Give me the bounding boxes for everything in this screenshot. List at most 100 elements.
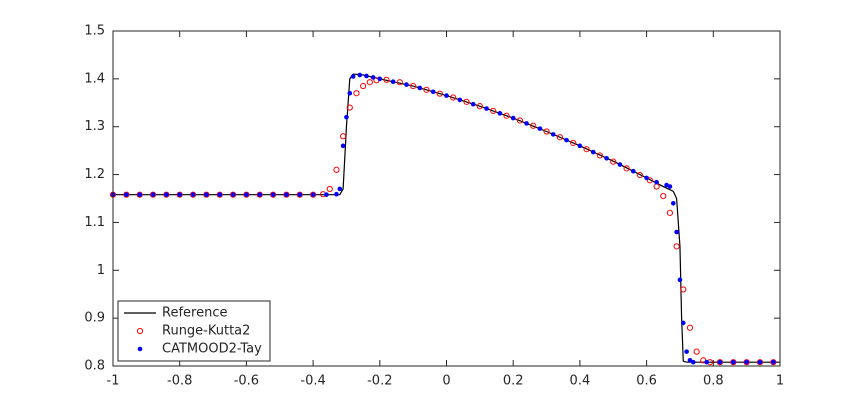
series-point <box>229 191 237 198</box>
series-point <box>270 192 276 197</box>
series-point <box>297 192 303 197</box>
series-point <box>366 79 373 86</box>
series-point <box>660 193 667 200</box>
series-point <box>680 320 686 326</box>
series-point <box>677 277 683 283</box>
series-point <box>654 179 659 185</box>
series-point <box>497 111 503 116</box>
series-point <box>524 121 529 126</box>
series-point <box>377 76 383 82</box>
series-point <box>666 209 674 216</box>
series-line <box>113 73 780 363</box>
y-tick-label: 1.2 <box>84 167 105 182</box>
series-point <box>756 359 764 366</box>
legend-box <box>117 300 271 362</box>
series-point <box>490 107 497 115</box>
x-tick-label: 0 <box>442 374 450 389</box>
series-point <box>590 149 596 155</box>
series-point <box>577 143 583 149</box>
series-point <box>324 192 329 197</box>
series-point <box>124 192 129 197</box>
y-tick-label: 1.3 <box>84 119 105 134</box>
series-point <box>757 359 763 365</box>
series-point <box>417 85 423 91</box>
legend-label: CATMOOD2-Tay <box>162 342 262 357</box>
y-tick-label: 1 <box>97 263 105 278</box>
y-tick-label: 1.4 <box>84 71 105 86</box>
series-point <box>537 126 543 131</box>
series-point <box>636 171 644 179</box>
series-point <box>463 98 470 105</box>
y-tick-label: 1.5 <box>84 24 105 39</box>
series-point <box>189 191 197 198</box>
series-point <box>176 191 183 198</box>
series-point <box>743 359 750 366</box>
series-point <box>344 114 349 120</box>
series-point <box>716 359 724 366</box>
series-point <box>350 74 356 79</box>
series-point <box>543 128 550 135</box>
x-tick-label: 0.4 <box>570 374 591 389</box>
x-tick-label: -0.8 <box>167 374 192 389</box>
series-point <box>604 156 609 161</box>
series-point <box>390 79 396 85</box>
legend-label: Runge-Kutta2 <box>162 324 250 339</box>
series-point <box>337 186 343 192</box>
series-point <box>690 359 696 365</box>
series-point <box>269 191 277 198</box>
series-point <box>150 192 156 197</box>
series-point <box>644 175 649 181</box>
series-point <box>296 191 303 198</box>
series-point <box>617 162 623 167</box>
series-point <box>704 359 709 365</box>
x-tick-label: 1 <box>776 374 784 389</box>
series-point <box>217 192 223 197</box>
series-point <box>243 191 250 198</box>
series-point <box>396 79 403 86</box>
x-tick-label: 0.8 <box>703 374 724 389</box>
x-tick-label: 0.2 <box>503 374 524 389</box>
series-point <box>673 243 680 250</box>
series-point <box>630 168 636 174</box>
series-point <box>484 106 489 111</box>
series-point <box>717 359 723 365</box>
series-point <box>383 76 390 83</box>
series-point <box>556 134 563 141</box>
x-tick-label: -0.2 <box>367 374 392 389</box>
legend-swatch <box>136 327 144 335</box>
series-point <box>570 139 577 147</box>
series-point <box>430 89 436 95</box>
series-point <box>404 82 409 87</box>
series-point <box>340 143 346 149</box>
series-point <box>687 357 693 363</box>
series-point <box>667 184 673 189</box>
series-point <box>334 191 339 197</box>
series-point <box>731 359 736 365</box>
series-point <box>357 72 363 78</box>
series-point <box>770 359 777 366</box>
series-point <box>450 94 457 101</box>
series-point <box>257 192 263 197</box>
series-point <box>340 133 347 140</box>
series-point <box>216 191 223 198</box>
series-point <box>177 192 182 197</box>
series-point <box>190 192 196 197</box>
series-point <box>360 82 367 90</box>
series-point <box>284 192 289 197</box>
series-point <box>310 191 317 198</box>
series-point <box>333 166 340 173</box>
x-tick-label: 0.6 <box>636 374 657 389</box>
series-point <box>137 192 142 197</box>
series-point <box>353 90 360 97</box>
series-point <box>623 165 630 172</box>
x-tick-label: -1 <box>107 374 120 389</box>
series-point <box>123 191 130 198</box>
series-point <box>203 191 210 198</box>
series-point <box>436 90 443 97</box>
series-point <box>503 112 510 119</box>
series-point <box>476 103 483 110</box>
series-point <box>444 93 449 98</box>
series-point <box>164 192 169 197</box>
